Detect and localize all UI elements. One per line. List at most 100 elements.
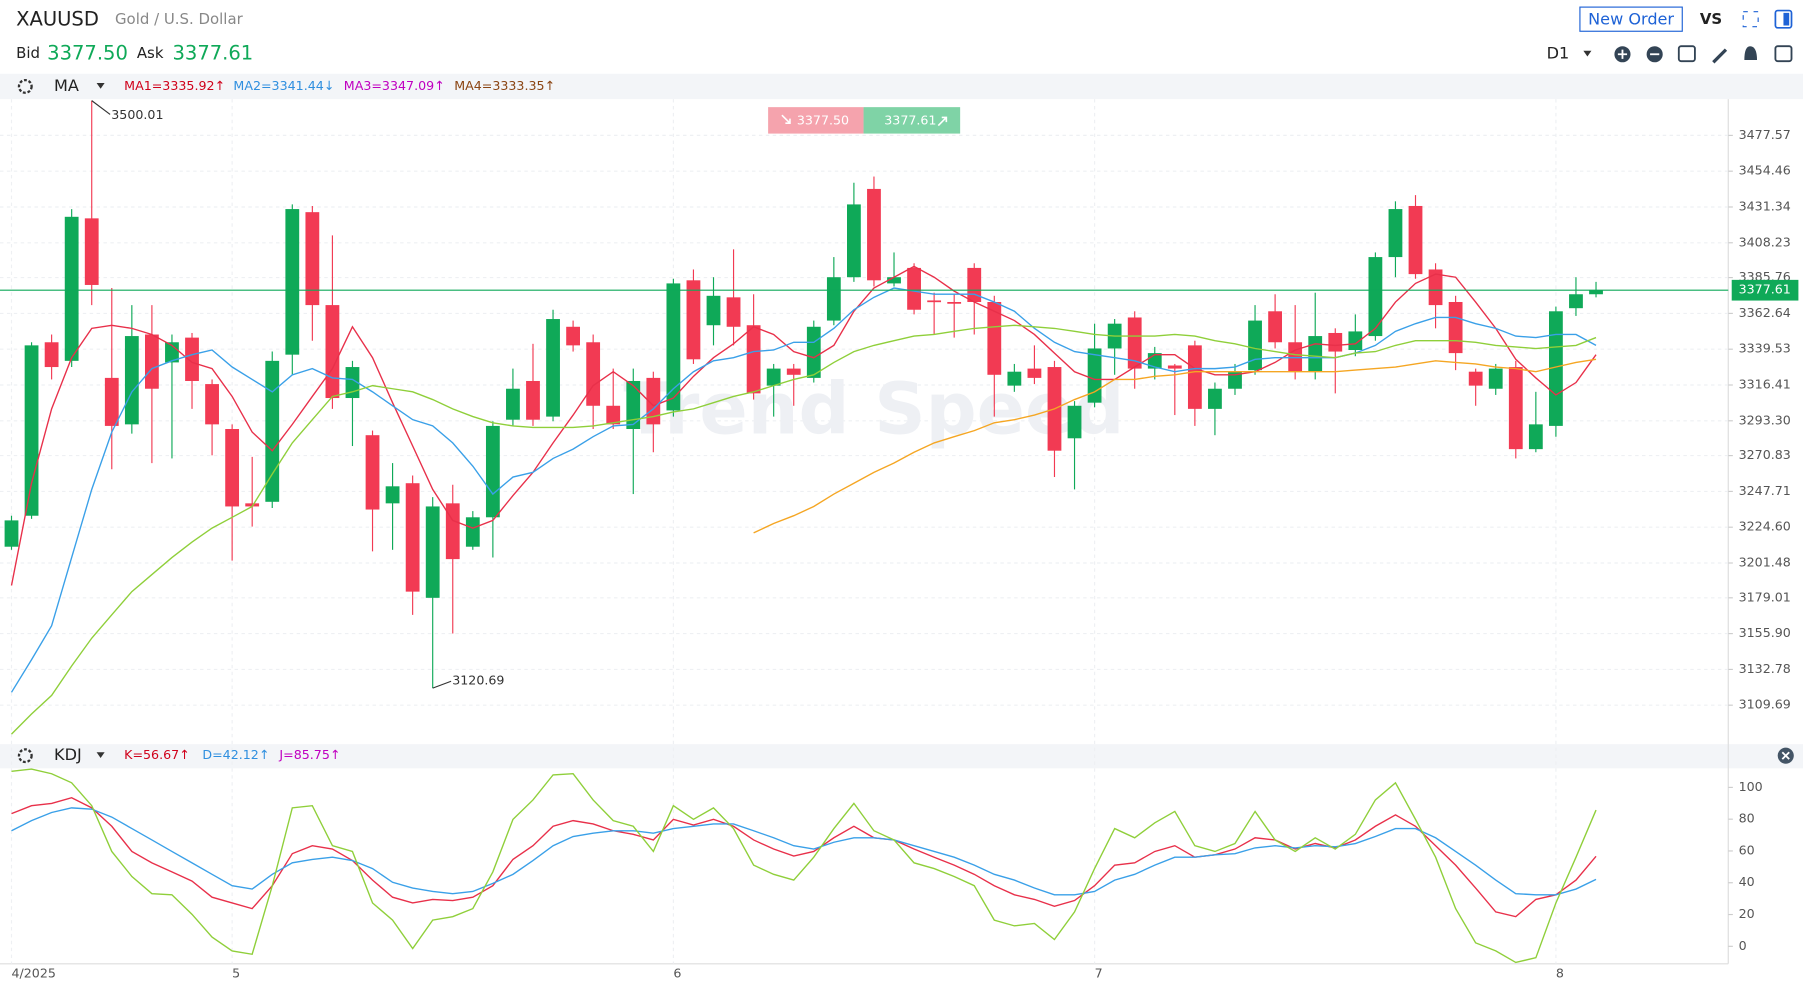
y-tick-label: 20 [1739,906,1755,921]
candle-body [1228,371,1242,389]
y-tick-label: 3201.48 [1739,555,1791,570]
y-tick-label: 3362.64 [1739,305,1791,320]
candle-body [1087,348,1102,403]
indicator-icon[interactable] [1677,45,1696,63]
candle-body [385,486,400,504]
candle-body [1248,320,1262,371]
candle-body [847,204,861,278]
x-tick-label: 6 [673,966,681,981]
candle-body [145,334,159,389]
y-tick-label: 0 [1739,938,1747,953]
candle-body [666,283,681,411]
button-label[interactable]: New Order [1588,9,1674,28]
candle-body [526,380,540,420]
candle-body [1528,424,1543,450]
dropdown-arrow[interactable] [96,82,105,89]
candle-body [867,188,881,281]
candle-body [445,503,460,560]
candle-body [285,209,300,355]
ma-settings-icon[interactable] [17,78,33,94]
candle-body [205,384,219,425]
candle-body [947,301,962,304]
candle-body [1187,345,1202,409]
y-tick-label: 3109.69 [1739,697,1791,712]
y-tick-label: 3270.83 [1739,447,1791,462]
low-leader [432,680,452,689]
indicator-line [10,265,1597,586]
button-frame[interactable] [1579,6,1683,32]
candle-body [1127,317,1142,369]
candle-body [305,212,320,306]
y-tick-label: 3477.57 [1739,127,1791,142]
new-order-button[interactable]: New Order [1579,6,1683,32]
kdj-toolbar [0,744,1803,769]
y-tick-label: 3408.23 [1739,234,1791,249]
alert-icon[interactable] [1744,46,1758,60]
candle-body [1167,365,1182,369]
candle-body [786,368,801,375]
candle-body [225,429,240,507]
watermark: Trend Speed [623,368,1124,451]
y-tick-label: 3247.71 [1739,483,1791,498]
candle-body [1067,405,1082,439]
candle-body [485,425,500,518]
y-tick-label: 3431.34 [1739,198,1791,213]
ma-indicator[interactable]: MA [54,76,79,95]
candle-body [104,377,119,426]
indicator-line [11,324,1597,735]
candle-body [967,267,982,302]
candle-body [566,326,581,346]
indicator-line [753,358,1597,534]
down-arrow [781,114,791,125]
y-tick-label: 3224.60 [1739,519,1791,534]
y-tick-label: 3132.78 [1739,661,1791,676]
layout-icon[interactable] [1774,9,1793,29]
dropdown-arrow[interactable] [96,752,105,758]
candle-body [1428,269,1443,306]
up-arrow [937,116,948,127]
candle-body [586,342,601,406]
candle-body [706,295,721,326]
candle-body [465,517,480,547]
candle-body [806,326,821,378]
fullscreen-icon[interactable] [1742,11,1759,28]
candle-body [165,342,179,363]
timeframe[interactable]: D1 [1547,44,1570,63]
vs-button[interactable]: VS [1700,10,1722,28]
y-tick-label: 80 [1739,811,1755,826]
candle-body [887,277,901,284]
candle-body [325,305,340,399]
candle-body [1569,294,1583,309]
y-tick-label: 100 [1739,779,1763,794]
chart-type-icon[interactable] [1774,45,1793,63]
legend-entry: MA1=3335.92↑ [124,78,225,93]
candle-body [1549,311,1563,426]
ask-price: 3377.61 [172,42,253,65]
legend-entry: J=85.75↑ [278,747,340,762]
candle-body [726,297,741,327]
kdj-settings-icon[interactable] [17,748,33,764]
candle-body [84,218,99,285]
bid-price: 3377.50 [47,42,128,65]
bid-tag[interactable] [768,107,864,134]
candle-body [987,301,1002,375]
y-tick-label: 3293.30 [1739,412,1791,427]
legend-entry: MA3=3347.09↑ [344,78,445,93]
y-tick-label: 3155.90 [1739,625,1791,640]
candle-body [907,267,921,310]
draw-icon[interactable] [1712,48,1728,64]
candle-body [746,325,761,394]
candle-body [686,280,701,360]
dropdown-arrow[interactable] [1583,50,1592,57]
y-tick-label: 3316.41 [1739,376,1791,391]
low-annotation: 3120.69 [452,673,504,688]
candle-body [1488,368,1503,389]
kdj-indicator[interactable]: KDJ [54,745,82,764]
last-price-label: 3377.61 [1739,282,1791,297]
candle-body [365,435,380,510]
candle-body [1468,371,1483,386]
candle-body [4,520,19,547]
candle-body [44,342,59,368]
legend-entry: K=56.67↑ [124,747,190,762]
bid-ask-tag: 3377.50 3377.61 [768,107,961,134]
